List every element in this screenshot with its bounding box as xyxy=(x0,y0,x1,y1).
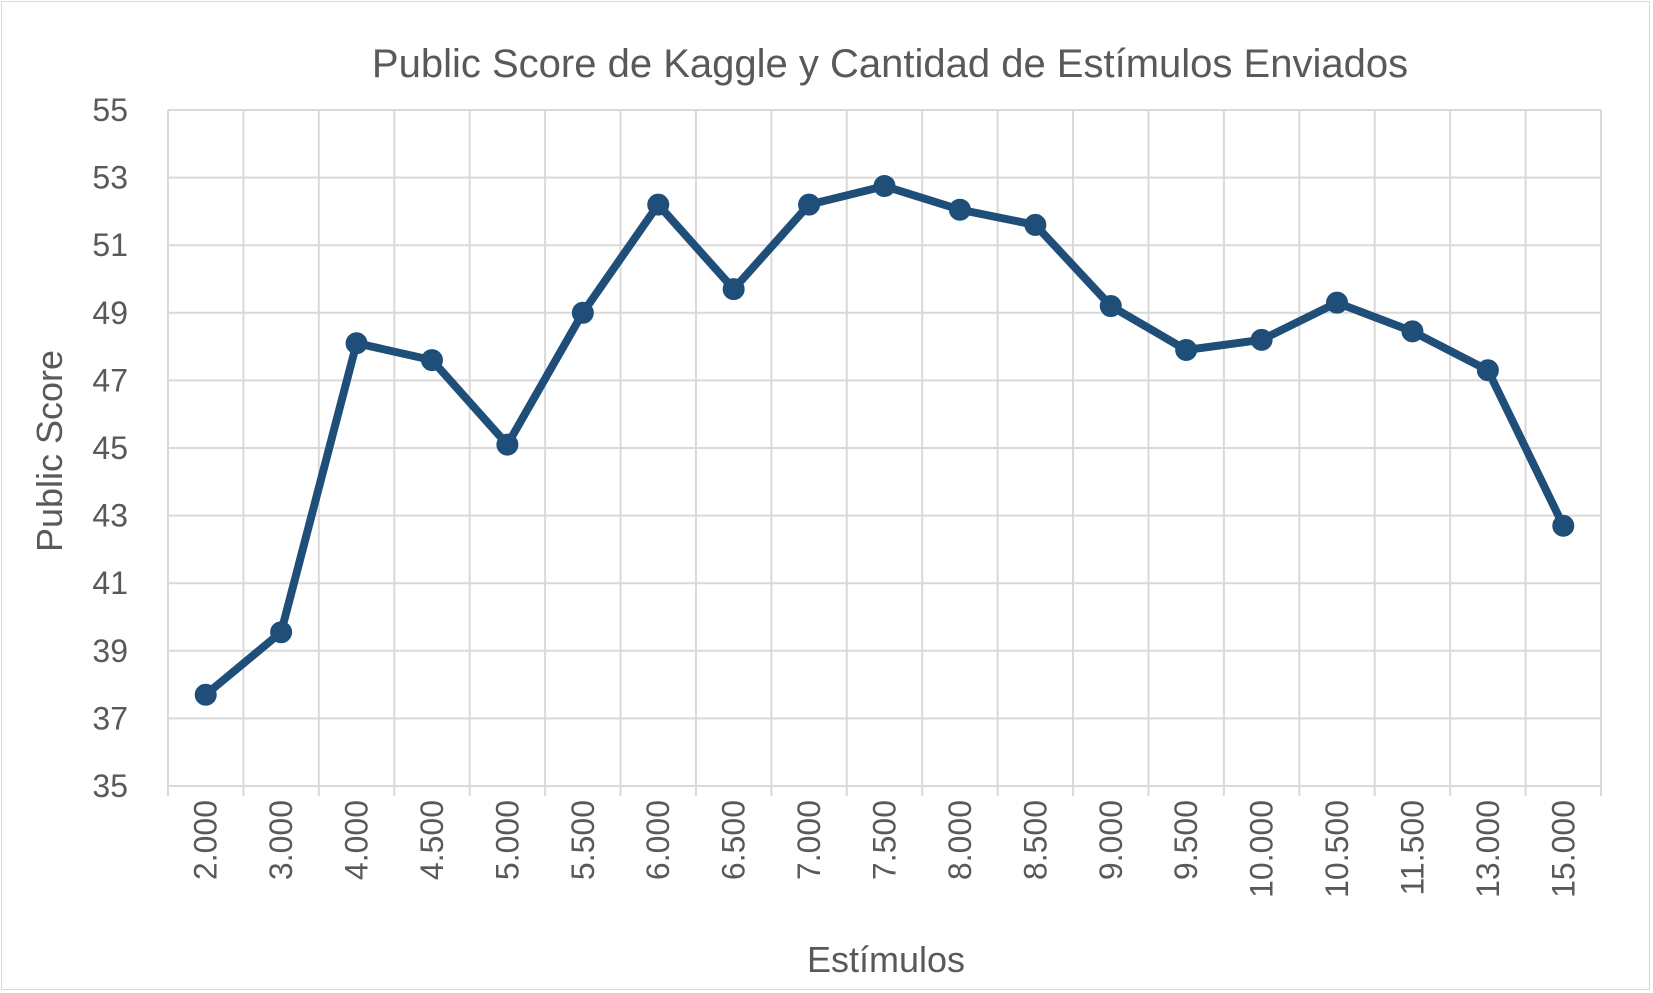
data-point xyxy=(873,175,896,198)
y-tick-label: 43 xyxy=(92,498,128,534)
x-tick-label: 10.500 xyxy=(1319,800,1355,898)
x-tick-label: 8.000 xyxy=(942,800,978,880)
data-point xyxy=(948,198,971,221)
data-point xyxy=(420,349,443,372)
y-tick-label: 55 xyxy=(92,92,128,128)
x-axis-title: Estímulos xyxy=(807,939,965,980)
gridlines xyxy=(167,109,1602,796)
x-tick-label: 15.000 xyxy=(1545,800,1581,898)
data-point xyxy=(1250,328,1273,351)
x-tick-label: 5.500 xyxy=(565,800,601,880)
y-tick-label: 41 xyxy=(92,565,128,601)
y-tick-labels: 35 37 39 41 43 45 47 49 51 53 55 xyxy=(92,92,128,804)
data-point xyxy=(1476,359,1499,382)
y-tick-label: 47 xyxy=(92,362,128,398)
y-tick-label: 37 xyxy=(92,700,128,736)
x-tick-label: 6.500 xyxy=(716,800,752,880)
data-point xyxy=(571,301,594,324)
y-tick-label: 35 xyxy=(92,768,128,804)
series-group xyxy=(194,175,1575,706)
data-point xyxy=(647,193,670,216)
y-tick-label: 49 xyxy=(92,295,128,331)
x-tick-label: 8.500 xyxy=(1017,800,1053,880)
x-tick-label: 6.000 xyxy=(640,800,676,880)
data-point xyxy=(1401,320,1424,343)
x-tick-label: 2.000 xyxy=(188,800,224,880)
y-axis-title: Public Score xyxy=(29,350,70,552)
data-point xyxy=(1175,338,1198,361)
series-line xyxy=(201,182,1568,699)
data-point xyxy=(194,683,217,706)
x-tick-label: 13.000 xyxy=(1470,800,1506,898)
data-point xyxy=(1099,295,1122,318)
x-tick-label: 9.500 xyxy=(1168,800,1204,880)
y-tick-label: 39 xyxy=(92,633,128,669)
x-tick-label: 10.000 xyxy=(1244,800,1280,898)
x-tick-label: 3.000 xyxy=(263,800,299,880)
x-tick-label: 9.000 xyxy=(1093,800,1129,880)
x-tick-label: 11.500 xyxy=(1394,800,1430,896)
x-tick-label: 5.000 xyxy=(489,800,525,880)
x-tick-labels: 2.000 3.000 4.000 4.500 5.000 5.500 6.000 6.500… xyxy=(188,800,1582,898)
y-tick-label: 51 xyxy=(92,227,128,263)
y-tick-label: 53 xyxy=(92,160,128,196)
x-tick-label: 7.500 xyxy=(867,800,903,880)
data-point xyxy=(496,433,519,456)
y-tick-label: 45 xyxy=(92,430,128,466)
data-point xyxy=(722,278,745,301)
data-point xyxy=(1552,514,1575,537)
data-point xyxy=(1326,291,1349,314)
x-tick-label: 4.500 xyxy=(414,800,450,880)
x-tick-label: 7.000 xyxy=(791,800,827,880)
data-point xyxy=(1024,213,1047,236)
data-point xyxy=(270,621,293,644)
x-tick-label: 4.000 xyxy=(339,800,375,880)
data-point xyxy=(798,193,821,216)
chart-title: Public Score de Kaggle y Cantidad de Est… xyxy=(372,42,1408,86)
data-point xyxy=(345,332,368,355)
